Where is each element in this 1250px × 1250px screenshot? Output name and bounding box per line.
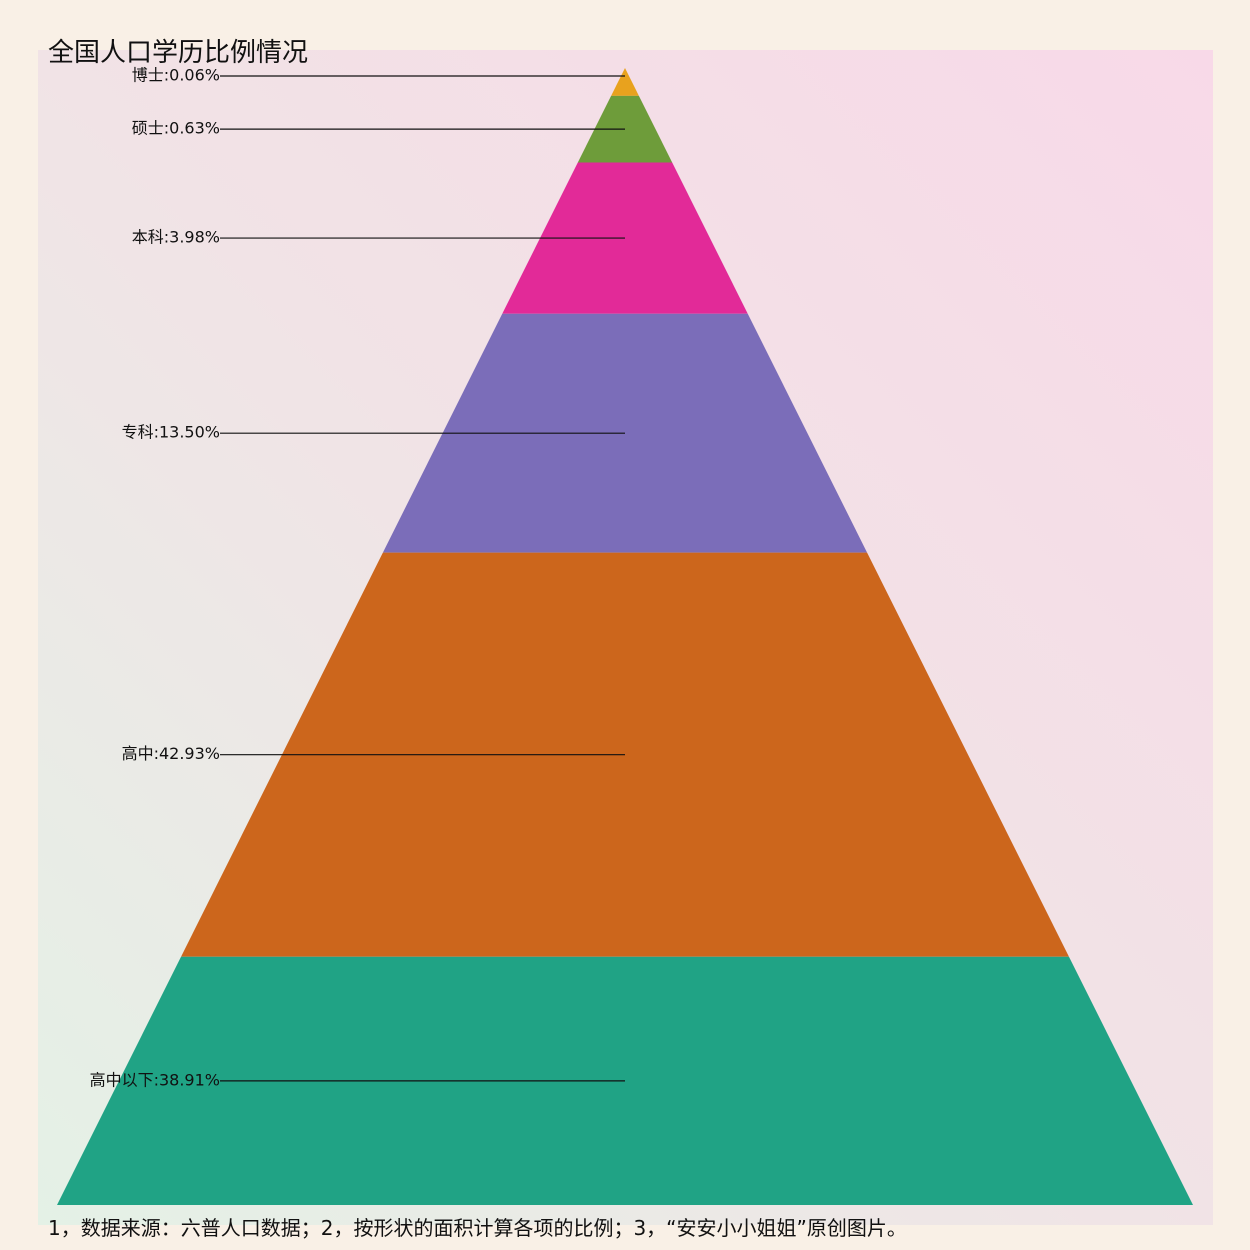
segment-labels: 博士:0.06% 硕士:0.63% 本科:3.98% 专科:13.50% 高中:42.9… — [90, 66, 220, 1090]
segment-label-3: 专科:13.50% — [122, 423, 220, 442]
chart-footnote: 1，数据来源：六普人口数据；2，按形状的面积计算各项的比例；3，“安安小小姐姐”… — [48, 1216, 907, 1240]
pyramid-segment-0 — [611, 68, 639, 96]
label-leader-lines — [220, 75, 625, 1082]
segment-label-2: 本科:3.98% — [132, 228, 220, 247]
segment-label-4: 高中:42.93% — [122, 744, 220, 763]
chart-title: 全国人口学历比例情况 — [48, 38, 309, 68]
segment-label-0: 博士:0.06% — [132, 66, 220, 85]
segment-label-5: 高中以下:38.91% — [90, 1070, 220, 1089]
segment-label-1: 硕士:0.63% — [132, 119, 220, 138]
